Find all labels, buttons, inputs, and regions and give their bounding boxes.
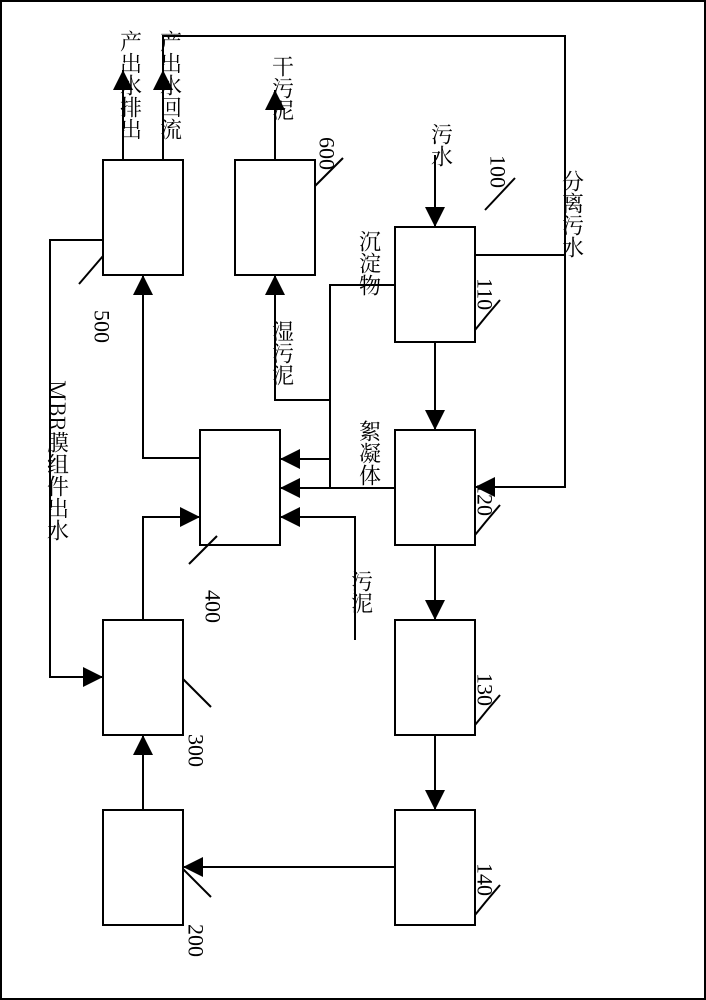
ref-300: 300 [184, 734, 209, 767]
box-140 [395, 810, 475, 925]
label-sediment: 沉淀物 [355, 230, 386, 296]
box-500 [103, 160, 183, 275]
label-produced-discharge: 产出水排出 [116, 30, 147, 140]
ref-100: 100 [486, 155, 511, 188]
ref-200: 200 [184, 924, 209, 957]
box-130 [395, 620, 475, 735]
label-wet-sludge: 湿污泥 [268, 320, 299, 386]
label-floc: 絮凝体 [355, 420, 386, 486]
ref-600: 600 [315, 137, 340, 170]
ref-140: 140 [473, 863, 498, 896]
ref-120: 120 [473, 483, 498, 516]
box-400 [200, 430, 280, 545]
box-300 [103, 620, 183, 735]
label-mbr-out: MBR膜组件出水 [43, 380, 74, 542]
box-110 [395, 227, 475, 342]
label-sep-waste: 分离污水 [558, 170, 589, 258]
label-incoming: 污水 [427, 123, 458, 167]
box-200 [103, 810, 183, 925]
label-dry-sludge: 干污泥 [268, 55, 299, 121]
ref-130: 130 [473, 673, 498, 706]
label-sludge: 污泥 [347, 570, 378, 614]
label-produced-return: 产出水回流 [156, 30, 187, 140]
box-120 [395, 430, 475, 545]
ref-500: 500 [90, 310, 115, 343]
ref-400: 400 [201, 590, 226, 623]
box-600 [235, 160, 315, 275]
flow-diagram: 100 110 120 130 140 200 300 400 500 600 污水 分离污水 沉… [0, 0, 706, 1000]
ref-110: 110 [473, 278, 498, 310]
